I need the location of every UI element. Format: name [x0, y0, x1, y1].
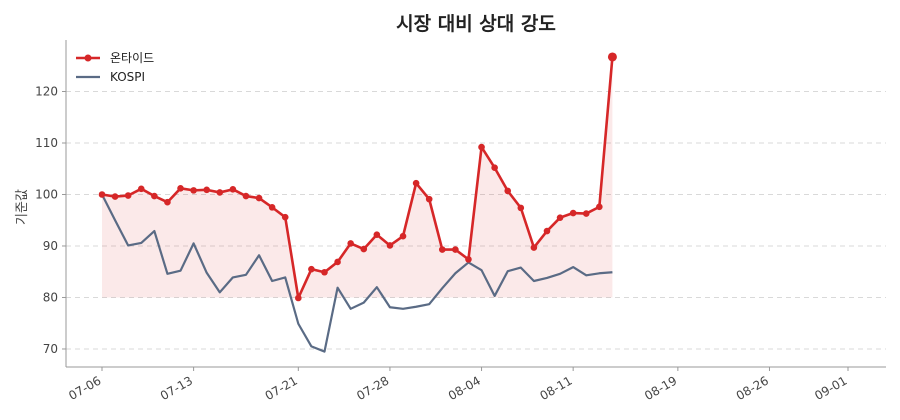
- legend-label-kospi: KOSPI: [110, 70, 145, 84]
- ontide-point: [268, 204, 276, 211]
- x-tick-label: 08-19: [642, 373, 679, 403]
- ontide-line: [101, 56, 614, 300]
- ontide-point: [491, 164, 498, 172]
- x-tick-label: 09-01: [812, 373, 849, 403]
- ontide-point: [412, 179, 420, 187]
- ontide-area-fill: [102, 56, 613, 298]
- ontide-point: [229, 186, 237, 193]
- ontide-point: [582, 210, 590, 217]
- y-axis-label: 기준값: [15, 189, 30, 225]
- ontide-point: [425, 195, 433, 203]
- ontide-point: [111, 193, 119, 200]
- ontide-point: [190, 187, 197, 194]
- ontide-point: [216, 189, 224, 196]
- ontide-point: [295, 294, 302, 302]
- legend: 온타이드 KOSPI: [76, 51, 154, 84]
- series-layer: [98, 52, 617, 353]
- ontide-point: [596, 203, 603, 211]
- ontide-point: [334, 258, 341, 266]
- ontide-point: [321, 268, 328, 276]
- x-tick-label: 08-04: [446, 373, 483, 403]
- ontide-point: [556, 214, 564, 221]
- area-layer: [102, 56, 613, 298]
- ontide-point: [255, 194, 263, 202]
- legend-marker-ontide: [84, 54, 92, 62]
- ontide-point: [517, 204, 525, 212]
- y-tick-label: 90: [43, 239, 58, 253]
- ontide-point: [607, 52, 617, 62]
- ontide-point: [373, 231, 381, 238]
- ontide-point: [504, 187, 512, 195]
- ontide-point: [543, 227, 551, 235]
- x-tick-label: 08-11: [537, 373, 574, 403]
- ontide-point: [203, 186, 211, 194]
- ontide-point: [452, 246, 459, 253]
- chart-title: 시장 대비 상대 강도: [396, 13, 556, 35]
- ontide-point: [478, 143, 485, 151]
- ontide-point: [347, 240, 354, 247]
- x-tick-label: 07-06: [66, 373, 103, 403]
- ontide-point: [177, 185, 184, 192]
- y-tick-label: 110: [35, 136, 58, 150]
- ontide-point: [465, 256, 472, 263]
- y-tick-label: 100: [35, 187, 58, 201]
- legend-label-ontide: 온타이드: [110, 51, 154, 65]
- x-tick-label: 08-26: [734, 373, 771, 403]
- ontide-point: [530, 244, 538, 251]
- x-tick-label: 07-13: [158, 373, 195, 403]
- ontide-point: [124, 192, 132, 199]
- ontide-point: [438, 246, 446, 253]
- ontide-point: [308, 265, 315, 273]
- y-tick-label: 120: [35, 84, 58, 98]
- x-tick-label: 07-28: [354, 373, 391, 403]
- ontide-point: [164, 198, 171, 206]
- ontide-point: [386, 242, 394, 249]
- ontide-point: [569, 209, 577, 217]
- ontide-point: [399, 232, 407, 240]
- y-tick-label: 80: [43, 290, 58, 304]
- ontide-point: [137, 185, 145, 193]
- y-tick-label: 70: [43, 342, 58, 356]
- ontide-point: [151, 192, 158, 200]
- ontide-point: [281, 213, 289, 221]
- ontide-point: [242, 192, 250, 200]
- x-tick-label: 07-21: [263, 373, 300, 403]
- ontide-point: [360, 245, 368, 253]
- ontide-point: [98, 191, 106, 198]
- kospi-line: [101, 193, 613, 353]
